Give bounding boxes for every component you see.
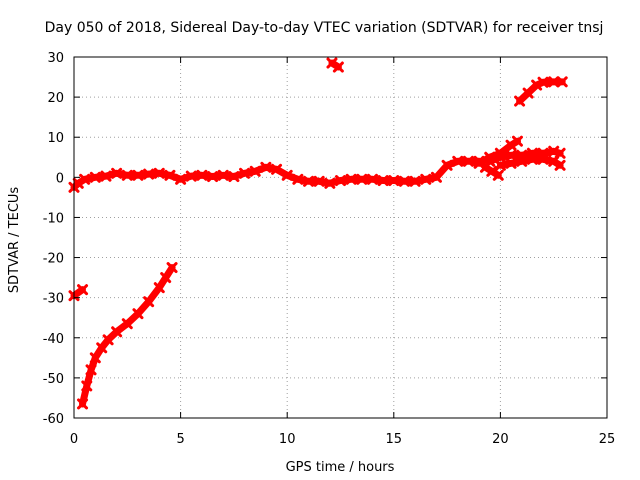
- data-point: [366, 173, 378, 185]
- data-point: [303, 175, 315, 187]
- series-main-band: [70, 157, 483, 191]
- y-tick-label: 10: [47, 131, 64, 146]
- data-point: [89, 171, 101, 183]
- data-point: [492, 169, 504, 181]
- data-point: [175, 173, 187, 185]
- data-point: [505, 149, 517, 161]
- data-point: [377, 175, 389, 187]
- data-point: [494, 159, 506, 171]
- data-point: [153, 282, 165, 294]
- data-point: [505, 139, 517, 151]
- data-series: [68, 57, 568, 410]
- chart-title: Day 050 of 2018, Sidereal Day-to-day VTE…: [45, 20, 604, 36]
- data-point: [143, 296, 155, 308]
- data-point: [388, 175, 400, 187]
- data-point: [511, 135, 523, 147]
- data-point: [452, 155, 464, 167]
- data-point: [505, 157, 517, 169]
- data-point: [548, 155, 560, 167]
- x-tick-label: 20: [492, 432, 509, 447]
- gridlines: [74, 57, 607, 418]
- y-tick-label: -30: [43, 292, 64, 307]
- data-point: [398, 175, 410, 187]
- y-tick-label: -10: [43, 211, 64, 226]
- data-point: [79, 173, 91, 185]
- data-point: [239, 167, 251, 179]
- data-point: [160, 272, 172, 284]
- data-point: [516, 155, 528, 167]
- data-point: [85, 364, 97, 376]
- x-tick-label: 5: [176, 432, 184, 447]
- data-point: [72, 177, 84, 189]
- y-tick-label: -60: [43, 412, 64, 427]
- data-point: [100, 170, 112, 182]
- data-point: [77, 398, 89, 410]
- data-point: [420, 173, 432, 185]
- data-point: [479, 161, 491, 173]
- data-point: [332, 61, 344, 73]
- data-point: [185, 170, 197, 182]
- data-point: [196, 169, 208, 181]
- axis-ticks: 0 5 10 15 20 25 -60 -50 -40 -30 -20 -10 0 10 20 30: [43, 51, 616, 447]
- data-point: [494, 151, 506, 163]
- plot-frame: [73, 56, 608, 419]
- data-point: [335, 175, 346, 187]
- y-tick-label: -50: [43, 372, 64, 387]
- x-axis-label: GPS time / hours: [286, 460, 395, 475]
- data-point: [271, 163, 283, 175]
- data-point: [228, 171, 240, 183]
- data-point: [111, 167, 123, 179]
- data-point: [102, 334, 114, 346]
- y-tick-label: 0: [56, 171, 64, 186]
- data-point: [462, 155, 474, 167]
- data-point: [164, 169, 176, 181]
- data-point: [121, 318, 133, 330]
- data-point: [326, 57, 338, 69]
- data-point: [292, 173, 304, 185]
- data-point: [132, 169, 144, 181]
- y-tick-label: -20: [43, 252, 64, 267]
- data-point: [249, 165, 261, 177]
- data-point: [554, 159, 566, 171]
- data-point: [153, 167, 165, 179]
- data-point: [81, 380, 93, 392]
- y-tick-label: 30: [47, 51, 64, 66]
- data-point: [441, 159, 453, 171]
- data-point: [324, 177, 336, 189]
- data-point: [514, 95, 526, 107]
- data-point: [281, 169, 293, 181]
- y-tick-label: 20: [47, 91, 64, 106]
- data-point: [313, 175, 325, 187]
- data-point: [473, 157, 485, 169]
- data-point: [526, 153, 538, 165]
- data-point: [548, 76, 560, 88]
- data-point: [132, 308, 144, 320]
- x-tick-label: 10: [279, 432, 296, 447]
- data-point: [207, 171, 219, 183]
- data-point: [537, 76, 549, 88]
- data-point: [430, 171, 442, 183]
- data-point: [121, 169, 133, 181]
- data-point: [556, 76, 568, 88]
- data-point: [260, 161, 272, 173]
- data-point: [77, 284, 89, 296]
- data-point: [166, 262, 178, 274]
- data-point: [409, 175, 421, 187]
- data-point: [486, 165, 498, 177]
- data-point: [111, 326, 123, 338]
- x-tick-label: 15: [386, 432, 403, 447]
- y-tick-label: -40: [43, 332, 64, 347]
- data-point: [356, 173, 368, 185]
- data-point: [522, 87, 534, 99]
- data-point: [345, 173, 357, 185]
- x-tick-label: 25: [599, 432, 616, 447]
- data-point: [143, 168, 155, 180]
- x-tick-label: 0: [70, 432, 78, 447]
- data-point: [217, 169, 229, 181]
- data-point: [537, 153, 549, 165]
- data-point: [89, 352, 101, 364]
- y-axis-label: SDTVAR / TECUs: [7, 187, 22, 294]
